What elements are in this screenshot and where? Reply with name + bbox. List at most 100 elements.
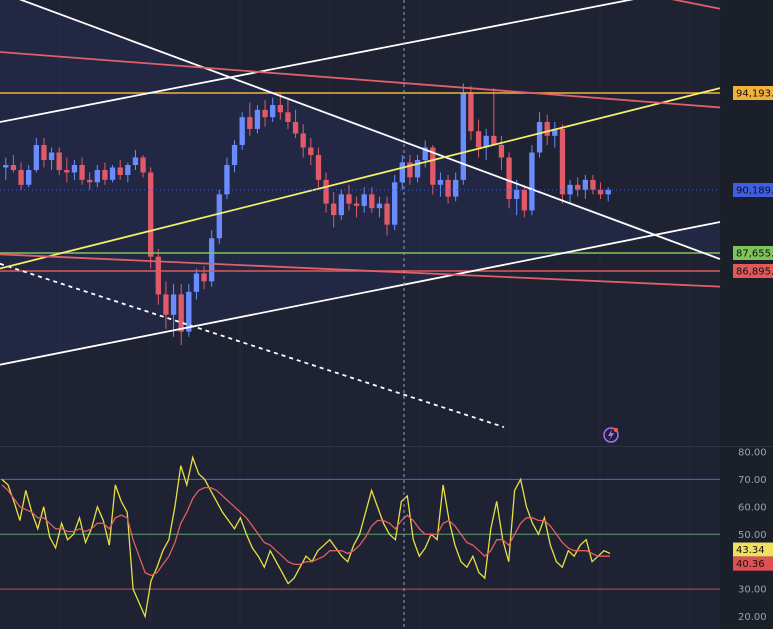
candle-body — [605, 189, 611, 195]
rsi-tag-label: 43.34 — [736, 545, 765, 556]
price-axis — [720, 0, 773, 629]
candle-body — [64, 170, 70, 173]
candle-body — [277, 104, 283, 113]
rsi-tag-label: 40.36 — [736, 559, 765, 570]
candle-body — [582, 179, 588, 190]
candle-body — [597, 189, 604, 195]
candle-body — [552, 128, 558, 136]
price-tags: 94,193.8 90,189.1 87,655.6 86,895.0 43.34 40.… — [733, 86, 773, 571]
candle-body — [491, 135, 497, 145]
rsi-tick-label: 30.00 — [738, 585, 767, 596]
candle-body — [453, 179, 459, 197]
candle-body — [315, 155, 322, 180]
candle-body — [575, 184, 581, 190]
candle-body — [460, 92, 466, 180]
candle-body — [346, 194, 352, 204]
candle-body — [247, 117, 253, 129]
candle-body — [384, 203, 390, 225]
candle-body — [399, 162, 405, 183]
candle-body — [292, 122, 299, 134]
candle-body — [209, 238, 215, 282]
candle-body — [56, 152, 62, 170]
candle-body — [140, 157, 146, 173]
candle-body — [109, 167, 116, 180]
candle-body — [163, 294, 169, 315]
rsi-tick-label: 70.00 — [738, 475, 767, 486]
price-tag-box — [733, 246, 773, 260]
candle-body — [529, 152, 535, 211]
candle-body — [422, 147, 428, 160]
candle-body — [155, 256, 161, 295]
candle-body — [231, 145, 238, 165]
price-tag-box — [733, 264, 773, 278]
candle-body — [468, 92, 474, 132]
alert-icon[interactable] — [603, 427, 619, 443]
candle-body — [376, 203, 383, 209]
candle-body — [559, 128, 566, 195]
price-tag-box — [733, 183, 773, 197]
candle-body — [445, 179, 451, 197]
candle-body — [483, 135, 489, 148]
candle-body — [437, 179, 444, 185]
candle-body — [338, 194, 344, 216]
candle-body — [521, 189, 527, 211]
price-tag-label: 86,895.0 — [736, 267, 773, 278]
trendline — [0, 221, 721, 366]
drawings — [0, 0, 721, 428]
candle-body — [498, 145, 505, 158]
candle-body — [216, 194, 222, 239]
candle-body — [10, 165, 17, 170]
rsi-tag-box — [733, 542, 773, 557]
trendline — [0, 262, 505, 428]
candle-body — [132, 157, 139, 165]
price-tag-box — [733, 86, 773, 100]
price-tag-label: 87,655.6 — [736, 249, 773, 260]
candle-body — [285, 112, 291, 122]
candle-body — [186, 291, 192, 332]
grid — [59, 0, 691, 629]
rsi-tick-label: 80.00 — [738, 448, 767, 459]
candle-body — [33, 145, 39, 170]
candle-body — [48, 152, 55, 160]
candle-body — [79, 165, 85, 180]
trendline — [0, 0, 634, 123]
candle-body — [102, 170, 108, 180]
candle-body — [353, 203, 360, 206]
rsi-tick-label: 60.00 — [738, 502, 767, 513]
candle-body — [87, 179, 93, 183]
rsi-tag-box — [733, 556, 773, 571]
candle-body — [117, 167, 123, 175]
candle-body — [148, 172, 154, 257]
rsi-tick-label: 50.00 — [738, 530, 767, 541]
candle-body — [475, 131, 482, 148]
trendline — [0, 253, 721, 288]
rsi-indicator — [0, 455, 720, 619]
candle-body — [125, 165, 131, 175]
candle-body — [178, 294, 184, 332]
candle-body — [3, 165, 9, 168]
candle-body — [254, 109, 261, 129]
trendline — [0, 51, 721, 109]
candle-body — [590, 179, 596, 190]
channel-fill — [0, 0, 720, 365]
candle-body — [170, 294, 177, 315]
candle-body — [270, 104, 276, 118]
rsi-series-line — [1, 484, 610, 577]
rsi-series-line — [1, 455, 611, 619]
candle-body — [26, 170, 32, 185]
candle-body — [262, 109, 268, 118]
trendline — [671, 0, 721, 10]
rsi-tick-label: 20.00 — [738, 612, 767, 623]
candle-body — [308, 147, 314, 155]
candle-body — [224, 165, 230, 195]
candle-body — [514, 189, 520, 199]
candle-body — [193, 273, 200, 292]
candle-body — [300, 133, 306, 148]
candle-body — [430, 147, 436, 185]
candle-body — [407, 162, 413, 178]
candle-body — [239, 117, 245, 145]
candle-body — [323, 179, 329, 204]
price-tag-label: 90,189.1 — [736, 186, 773, 197]
